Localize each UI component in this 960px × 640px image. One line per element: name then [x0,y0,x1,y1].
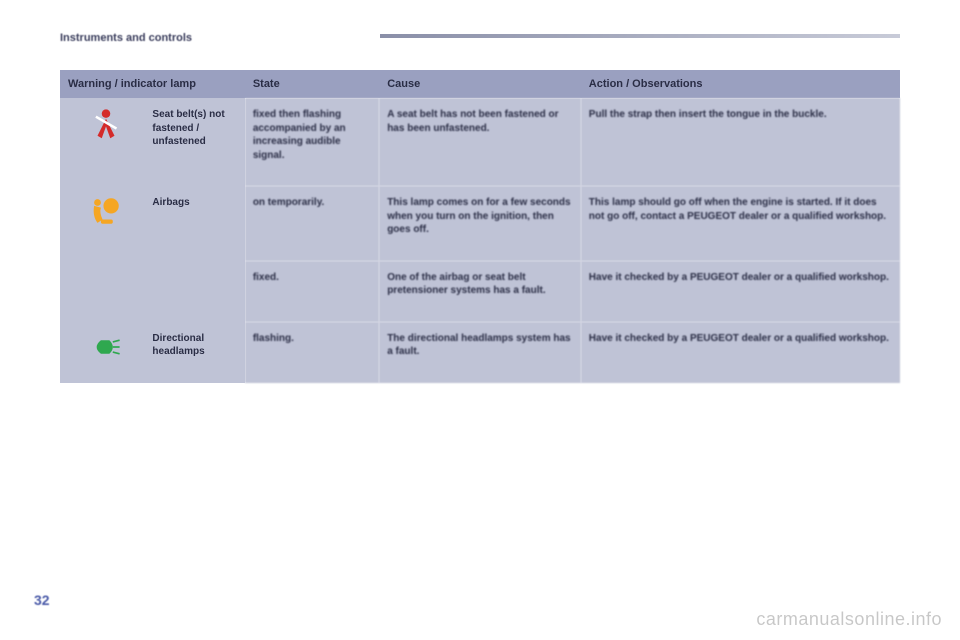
table-row: Airbags on temporarily. This lamp comes … [60,186,900,261]
row-action: This lamp should go off when the engine … [581,186,900,261]
headlamp-icon-cell [60,322,152,383]
seatbelt-icon-cell [60,98,152,186]
row-label: Directional headlamps [152,322,244,383]
row-action: Pull the strap then insert the tongue in… [581,98,900,186]
seatbelt-icon [89,106,123,140]
manual-page: Instruments and controls Warning / indic… [0,0,960,640]
row-action: Have it checked by a PEUGEOT dealer or a… [581,322,900,383]
col-warning-lamp: Warning / indicator lamp [60,70,245,98]
warning-lamp-table: Warning / indicator lamp State Cause Act… [60,70,900,383]
airbag-icon [89,194,123,228]
table-header-row: Warning / indicator lamp State Cause Act… [60,70,900,98]
page-number: 32 [34,592,50,608]
row-state: flashing. [245,322,379,383]
row-state: on temporarily. [245,186,379,261]
row-action: Have it checked by a PEUGEOT dealer or a… [581,261,900,322]
col-state: State [245,70,379,98]
header-rule [380,34,900,38]
row-label: Airbags [152,186,244,322]
col-action: Action / Observations [581,70,900,98]
table-row: Seat belt(s) not fastened / unfastened f… [60,98,900,186]
col-cause: Cause [379,70,581,98]
row-label: Seat belt(s) not fastened / unfastened [152,98,244,186]
row-cause: One of the airbag or seat belt pretensio… [379,261,581,322]
table-row: Directional headlamps flashing. The dire… [60,322,900,383]
row-cause: This lamp comes on for a few seconds whe… [379,186,581,261]
row-state: fixed. [245,261,379,322]
airbag-icon-cell [60,186,152,322]
headlamp-icon [89,330,123,364]
watermark: carmanualsonline.info [756,609,942,630]
row-cause: A seat belt has not been fastened or has… [379,98,581,186]
row-state: fixed then flashing accompanied by an in… [245,98,379,186]
row-cause: The directional headlamps system has a f… [379,322,581,383]
